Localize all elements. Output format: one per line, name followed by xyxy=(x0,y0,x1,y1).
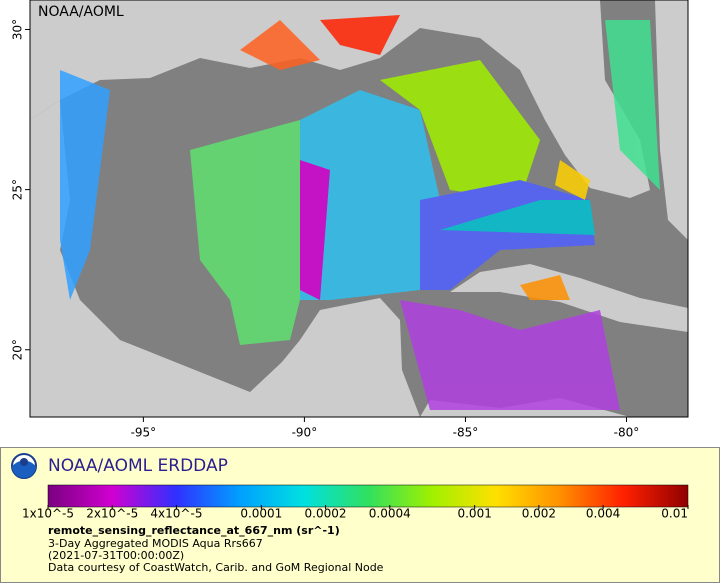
land xyxy=(30,0,650,198)
colorbar-tick-label: 0.004 xyxy=(586,507,620,521)
colorbar-tick-label: 0.001 xyxy=(457,507,491,521)
map-frame xyxy=(29,0,689,418)
legend-line: 3-Day Aggregated MODIS Aqua Rrs667 xyxy=(48,537,263,550)
watermark: NOAA/AOML xyxy=(38,4,124,20)
colorbar-tick-label: 0.0001 xyxy=(240,507,282,521)
legend-line: (2021-07-31T00:00:00Z) xyxy=(48,549,184,562)
variable-name: remote_sensing_reflectance_at_667_nm (sr… xyxy=(48,524,340,537)
legend-panel xyxy=(0,447,720,583)
y-tick-label: 20° xyxy=(11,339,25,360)
colorbar-tick-label: 2x10^-5 xyxy=(86,507,138,521)
colorbar xyxy=(47,484,689,508)
land xyxy=(655,0,688,240)
y-tick-label: 30° xyxy=(11,19,25,40)
colorbar-tick-label: 0.002 xyxy=(522,507,556,521)
x-tick-label: -85° xyxy=(453,426,479,440)
colorbar-tick-label: 0.0002 xyxy=(305,507,347,521)
x-tick-label: -80° xyxy=(614,426,640,440)
legend-line: Data courtesy of CoastWatch, Carib. and … xyxy=(48,561,384,574)
map xyxy=(30,0,688,417)
legend-title: NOAA/AOML ERDDAP xyxy=(48,456,228,476)
logo xyxy=(11,453,37,479)
land xyxy=(30,100,420,417)
y-tick-label: 25° xyxy=(11,179,25,200)
colorbar-tick-label: 0.01 xyxy=(661,507,688,521)
x-tick-label: -90° xyxy=(292,426,318,440)
data-field xyxy=(60,15,660,410)
colorbar-tick-label: 0.0004 xyxy=(369,507,411,521)
x-tick-label: -95° xyxy=(131,426,157,440)
colorbar-tick-label: 4x10^-5 xyxy=(150,507,202,521)
colorbar-tick-label: 1x10^-5 xyxy=(22,507,74,521)
